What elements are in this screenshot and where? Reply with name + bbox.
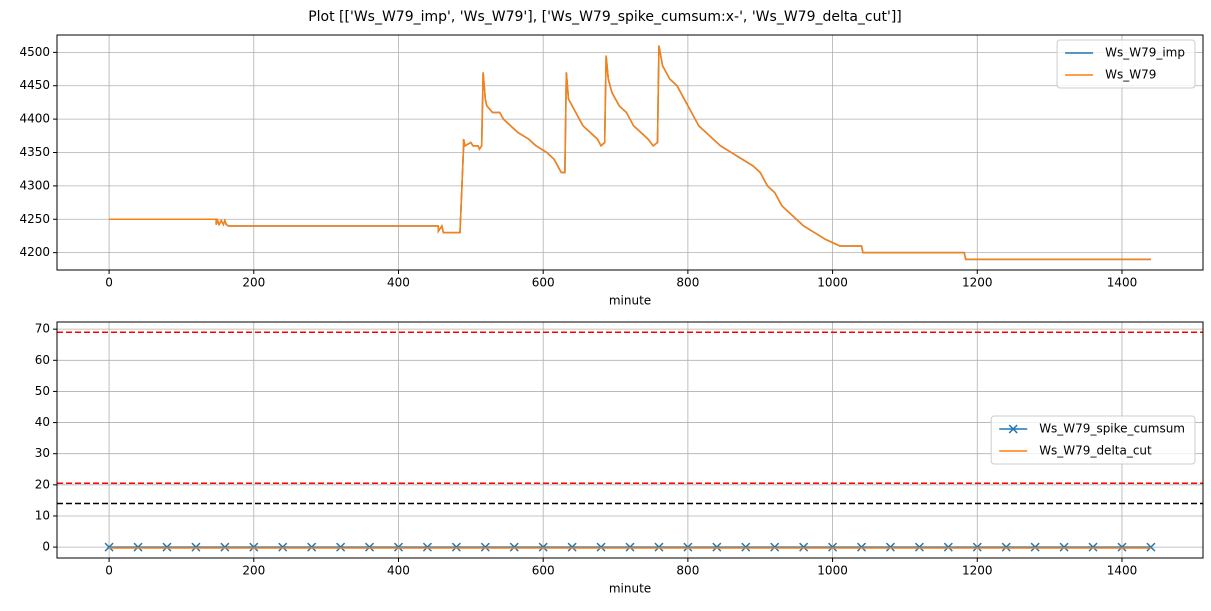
legend: Ws_W79_spike_cumsum Ws_W79_delta_cut [990,415,1196,465]
point-marker [770,542,780,552]
point-marker [249,542,259,552]
point-marker [365,542,375,552]
y-tick-label: 30 [35,446,50,460]
point-marker [625,542,635,552]
legend-box [990,415,1196,465]
point-marker [683,542,693,552]
point-marker [336,542,346,552]
y-tick-label: 10 [35,508,50,522]
x-tick-label: 1400 [1107,564,1138,578]
x-tick-label: 1200 [962,276,993,290]
x-tick-label: 600 [532,276,555,290]
point-marker [799,542,809,552]
point-marker [1001,542,1011,552]
point-marker [741,542,751,552]
x-tick-label: 0 [105,276,113,290]
legend-label: Ws_W79_spike_cumsum [1039,422,1185,436]
point-marker [480,542,490,552]
y-tick-label: 4250 [19,212,50,226]
x-tick-label: 1400 [1107,276,1138,290]
point-marker [654,542,664,552]
point-marker [191,542,201,552]
y-tick-label: 0 [42,540,50,554]
y-tick-label: 4200 [19,245,50,259]
legend-label: Ws_W79_imp [1105,46,1185,60]
point-marker [422,542,432,552]
y-tick-label: 4350 [19,145,50,159]
figure-title: Plot [['Ws_W79_imp', 'Ws_W79'], ['Ws_W79… [308,9,902,25]
point-marker [596,542,606,552]
y-tick-label: 4500 [19,45,50,59]
point-marker [1088,542,1098,552]
x-tick-label: 800 [676,276,699,290]
y-tick-label: 40 [35,415,50,429]
x-tick-label: 400 [387,276,410,290]
point-marker [828,542,838,552]
x-tick-label: 1000 [817,276,848,290]
point-marker [1146,542,1156,552]
x-tick-label: 1000 [817,564,848,578]
point-marker [220,542,230,552]
legend: Ws_W79_imp Ws_W79 [1056,39,1196,89]
x-tick-label: 200 [242,564,265,578]
y-tick-label: 20 [35,477,50,491]
point-marker [856,542,867,552]
y-tick-label: 4300 [19,178,50,192]
point-marker [451,542,461,552]
point-marker [972,542,982,552]
x-tick-label: 400 [387,564,410,578]
x-tick-label: 600 [532,564,555,578]
point-marker [1117,542,1127,552]
point-marker [278,542,288,552]
point-marker [712,542,722,552]
legend-marker [1008,424,1018,434]
axes-frame [56,321,1204,559]
point-marker [1030,542,1040,552]
point-marker [104,542,114,552]
point-marker [307,542,317,552]
point-marker [1059,542,1069,552]
legend-label: Ws_W79_delta_cut [1039,444,1152,458]
legend-label: Ws_W79 [1105,68,1156,82]
point-marker [133,542,143,552]
point-marker [509,542,519,552]
y-tick-label: 60 [35,353,50,367]
axes-frame [56,34,1204,271]
x-axis-label: minute [609,582,651,596]
point-marker [943,542,953,552]
point-marker [393,542,404,552]
point-marker [162,542,172,552]
series-line [109,45,1151,261]
x-tick-label: 200 [242,276,265,290]
y-tick-label: 70 [35,322,50,336]
point-marker [914,542,924,552]
y-tick-label: 4400 [19,112,50,126]
y-tick-label: 50 [35,384,50,398]
point-marker [538,542,548,552]
y-tick-label: 4450 [19,78,50,92]
x-tick-label: 0 [105,564,113,578]
x-tick-label: 1200 [962,564,993,578]
x-axis-label: minute [609,294,651,308]
legend-box [1056,39,1196,89]
point-marker [567,542,577,552]
point-marker [885,542,895,552]
x-tick-label: 800 [676,564,699,578]
